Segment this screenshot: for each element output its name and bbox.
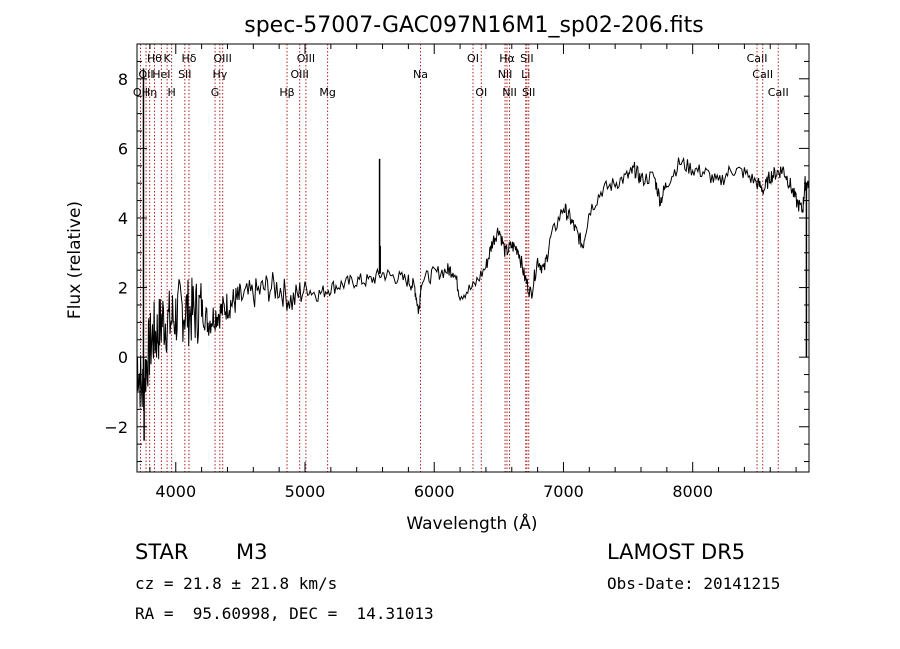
reference-line-label: OI xyxy=(475,86,487,99)
coordinates: RA = 95.60998, DEC = 14.31013 xyxy=(135,604,434,623)
reference-line-label: OI xyxy=(467,52,479,65)
redshift-cz: cz = 21.8 ± 21.8 km/s xyxy=(135,574,338,593)
reference-line-label: Mg xyxy=(319,86,335,99)
spectrum-series xyxy=(136,68,810,441)
reference-line-label: Hη xyxy=(142,86,157,99)
reference-line-label: Na xyxy=(413,68,428,81)
reference-line-label: HeI xyxy=(152,68,170,81)
reference-line-label: Hδ xyxy=(181,52,196,65)
reference-line-label: OIII xyxy=(297,52,315,65)
y-tick-label: −2 xyxy=(104,418,128,437)
reference-line-label: OIII xyxy=(213,52,231,65)
reference-line-label: NII xyxy=(498,68,513,81)
y-tick-label: 8 xyxy=(118,70,128,89)
reference-line-label: OIII xyxy=(291,68,309,81)
reference-line-label: SII xyxy=(520,52,533,65)
reference-line-label: Hθ xyxy=(147,52,162,65)
reference-line-label: Li xyxy=(521,68,530,81)
object-class: STAR xyxy=(135,540,189,564)
x-tick-label: 7000 xyxy=(543,482,584,501)
chart-title: spec-57007-GAC097N16M1_sp02-206.fits xyxy=(244,13,704,38)
reference-lines-group: OIIOIIHηHθHeIKHSIIHδGHγOIIIHβOIIIOIIIMgN… xyxy=(133,44,789,472)
reference-line-label: CaII xyxy=(768,86,789,99)
x-tick-label: 5000 xyxy=(285,482,326,501)
reference-line-label: K xyxy=(164,52,172,65)
x-tick-label: 4000 xyxy=(155,482,196,501)
reference-line-label: CaII xyxy=(752,68,773,81)
y-axis-label: Flux (relative) xyxy=(65,201,85,319)
reference-line-label: SII xyxy=(522,86,535,99)
y-tick-label: 4 xyxy=(118,209,128,228)
reference-line-label: Hβ xyxy=(279,86,294,99)
obs-date: Obs-Date: 20141215 xyxy=(607,574,781,593)
reference-line-label: Hγ xyxy=(212,68,227,81)
x-tick-label: 8000 xyxy=(672,482,713,501)
reference-line-label: OII xyxy=(138,68,153,81)
x-tick-label: 6000 xyxy=(414,482,455,501)
reference-line-label: H xyxy=(167,86,175,99)
spectrum-line xyxy=(136,156,810,412)
reference-line-label: NII xyxy=(502,86,517,99)
plot-frame xyxy=(136,43,810,473)
object-subclass: M3 xyxy=(236,540,268,564)
reference-line-label: Hα xyxy=(499,52,515,65)
reference-line-label: G xyxy=(211,86,220,99)
y-tick-label: 6 xyxy=(118,139,128,158)
reference-line-label: CaII xyxy=(747,52,768,65)
y-tick-label: 0 xyxy=(118,348,128,367)
survey-name: LAMOST DR5 xyxy=(607,540,746,564)
x-axis-label: Wavelength (Å) xyxy=(406,512,537,534)
axis-ticks-group: 4000 5000 6000 7000 8000 −2 0 2 4 6 8 xyxy=(104,43,809,501)
reference-line-label: SII xyxy=(178,68,191,81)
y-tick-label: 2 xyxy=(118,279,128,298)
